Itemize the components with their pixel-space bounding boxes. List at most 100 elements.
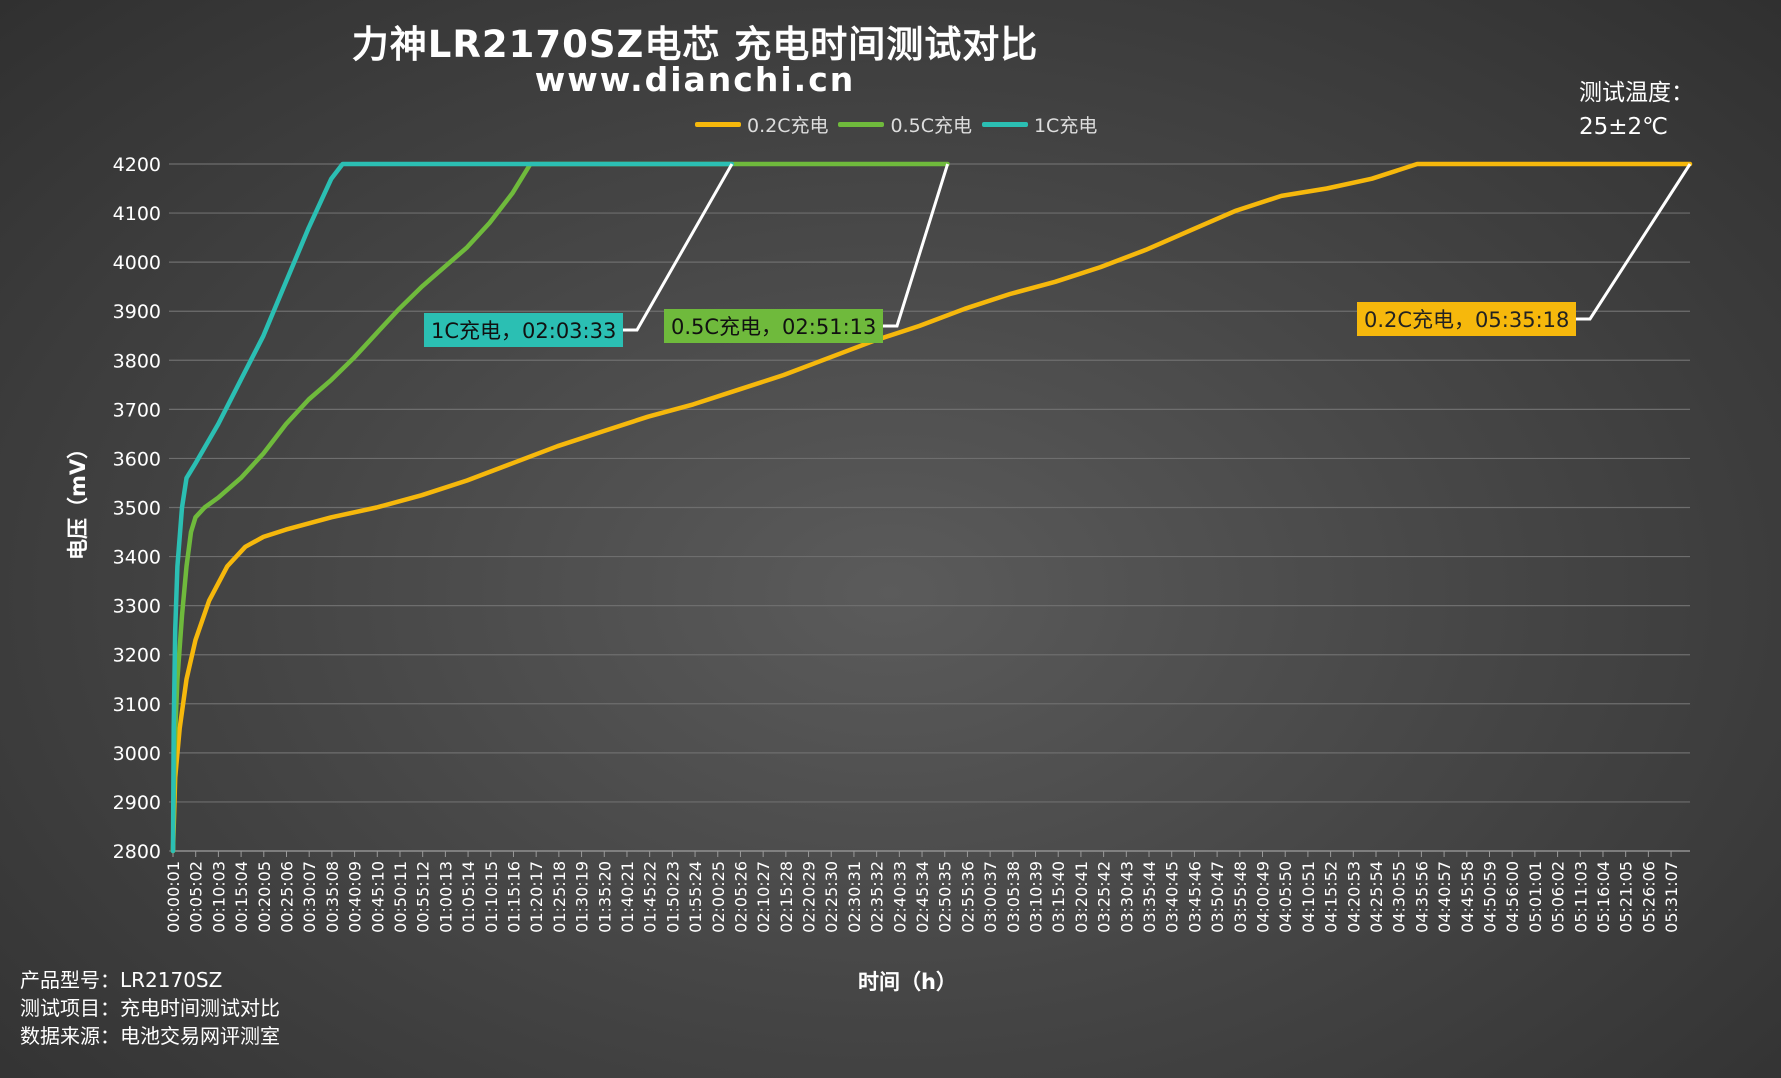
x-tick-label: 04:35:56 xyxy=(1412,861,1431,933)
x-tick-label: 01:40:21 xyxy=(618,861,637,933)
x-tick-label: 01:45:22 xyxy=(641,861,660,933)
x-tick-label: 02:50:35 xyxy=(936,861,955,933)
x-tick-label: 04:40:57 xyxy=(1435,861,1454,933)
y-axis-label: 电压（mV） xyxy=(66,437,90,560)
series-line-1 xyxy=(170,161,950,854)
y-tick-label: 3600 xyxy=(113,448,161,470)
legend: 0.2C充电 0.5C充电 1C充电 xyxy=(695,111,1101,138)
x-tick-label: 01:15:16 xyxy=(504,861,523,933)
x-tick-label: 00:10:03 xyxy=(209,861,228,933)
legend-label-0.2c: 0.2C充电 xyxy=(747,115,829,137)
x-tick-label: 01:35:20 xyxy=(595,861,614,933)
x-tick-label: 01:50:23 xyxy=(663,861,682,933)
x-tick-label: 02:10:27 xyxy=(754,861,773,933)
temperature-value: 25±2℃ xyxy=(1579,114,1669,140)
x-tick-label: 02:00:25 xyxy=(709,861,728,933)
y-tick-label: 3200 xyxy=(113,645,161,667)
series-line-2 xyxy=(170,161,735,854)
x-tick-label: 03:20:41 xyxy=(1072,861,1091,933)
x-tick-label: 01:20:17 xyxy=(527,861,546,933)
y-tick-label: 4000 xyxy=(113,252,161,274)
y-tick-label: 2900 xyxy=(113,792,161,814)
x-tick-label: 02:45:34 xyxy=(913,861,932,933)
x-tick-label: 03:45:46 xyxy=(1185,861,1204,933)
x-tick-label: 01:55:24 xyxy=(686,861,705,933)
x-tick-label: 03:05:38 xyxy=(1004,861,1023,933)
legend-item-0.2c: 0.2C充电 xyxy=(695,111,828,138)
x-tick-label: 00:20:05 xyxy=(255,861,274,933)
x-tick-label: 00:15:04 xyxy=(232,861,251,933)
x-tick-label: 03:10:39 xyxy=(1027,861,1046,933)
x-tick-label: 05:21:05 xyxy=(1617,861,1636,933)
x-tick-label: 02:20:29 xyxy=(800,861,819,933)
x-tick-label: 03:30:43 xyxy=(1117,861,1136,933)
x-tick-label: 01:10:15 xyxy=(482,861,501,933)
y-tick-label: 3300 xyxy=(113,596,161,618)
x-tick-label: 01:05:14 xyxy=(459,861,478,933)
x-tick-label: 05:31:07 xyxy=(1662,861,1681,933)
x-tick-label: 04:25:54 xyxy=(1367,861,1386,933)
legend-label-1c: 1C充电 xyxy=(1033,115,1098,137)
x-tick-label: 01:30:19 xyxy=(573,861,592,933)
x-tick-label: 01:00:13 xyxy=(436,861,455,933)
test-temperature: 测试温度： 25±2℃ xyxy=(1579,76,1694,144)
x-tick-label: 00:45:10 xyxy=(368,861,387,933)
x-tick-label: 00:35:08 xyxy=(323,861,342,933)
y-tick-label: 3100 xyxy=(113,694,161,716)
callout-1c: 1C充电，02:03:33 xyxy=(424,313,624,347)
x-tick-label: 01:25:18 xyxy=(550,861,569,933)
x-tick-label: 03:25:42 xyxy=(1095,861,1114,933)
x-tick-label: 00:00:01 xyxy=(164,861,183,933)
temperature-label: 测试温度： xyxy=(1579,80,1694,106)
x-tick-label: 04:30:55 xyxy=(1390,861,1409,933)
x-tick-label: 02:30:31 xyxy=(845,861,864,933)
x-tick-label: 04:00:49 xyxy=(1254,861,1273,933)
callout-0.5c: 0.5C充电，02:51:13 xyxy=(664,309,884,343)
x-tick-label: 03:35:44 xyxy=(1140,861,1159,933)
callout-leaders xyxy=(623,163,1692,332)
legend-label-0.5c: 0.5C充电 xyxy=(890,115,972,137)
x-tick-label: 05:16:04 xyxy=(1594,861,1613,933)
x-tick-label: 04:15:52 xyxy=(1322,861,1341,933)
x-tick-label: 05:01:01 xyxy=(1526,861,1545,933)
x-tick-label: 05:26:06 xyxy=(1639,861,1658,933)
x-tick-label: 04:56:00 xyxy=(1503,861,1522,933)
y-tick-label: 3700 xyxy=(113,399,161,421)
leader-line-0 xyxy=(1576,163,1692,321)
x-tick-label: 03:15:40 xyxy=(1049,861,1068,933)
legend-item-0.5c: 0.5C充电 xyxy=(838,111,972,138)
y-axis: 2800 2900 3000 3100 3200 3300 3400 3500 3600 3700… xyxy=(113,154,161,863)
legend-swatch-0.5c xyxy=(838,122,885,127)
x-tick-label: 00:55:12 xyxy=(414,861,433,933)
footer-item: 测试项目：充电时间测试对比 xyxy=(20,996,280,1020)
x-tick-label: 02:35:32 xyxy=(868,861,887,933)
x-tick-label: 03:55:48 xyxy=(1231,861,1250,933)
chart-title: 力神LR2170SZ电芯 充电时间测试对比 xyxy=(351,23,1039,66)
x-tick-label: 02:40:33 xyxy=(890,861,909,933)
x-tick-label: 03:40:45 xyxy=(1163,861,1182,933)
legend-swatch-1c xyxy=(981,122,1028,127)
footer-model: 产品型号：LR2170SZ xyxy=(20,968,223,992)
callout-0.2c: 0.2C充电，05:35:18 xyxy=(1357,302,1577,336)
x-tick-label: 00:05:02 xyxy=(187,861,206,933)
legend-item-1c: 1C充电 xyxy=(981,111,1098,138)
x-tick-label: 04:50:59 xyxy=(1480,861,1499,933)
y-tick-label: 3400 xyxy=(113,547,161,569)
leader-line-2 xyxy=(623,163,734,332)
footer-info: 产品型号：LR2170SZ 测试项目：充电时间测试对比 数据来源：电池交易网评测… xyxy=(20,966,280,1050)
x-tick-label: 05:11:03 xyxy=(1571,861,1590,933)
x-tick-label: 03:00:37 xyxy=(981,861,1000,933)
series-lines xyxy=(170,161,1693,854)
legend-swatch-0.2c xyxy=(695,122,741,127)
x-tick-label: 00:25:06 xyxy=(277,861,296,933)
y-tick-label: 3000 xyxy=(113,743,161,765)
x-axis: 00:00:01 00:05:02 00:10:03 00:15:04 00:20:05… xyxy=(164,850,1690,933)
x-tick-label: 04:10:51 xyxy=(1299,861,1318,933)
x-tick-label: 02:25:30 xyxy=(822,861,841,933)
x-tick-label: 04:20:53 xyxy=(1344,861,1363,933)
x-tick-label: 04:45:58 xyxy=(1458,861,1477,933)
x-tick-label: 00:50:11 xyxy=(391,861,410,933)
footer-source: 数据来源：电池交易网评测室 xyxy=(20,1024,280,1048)
grid-lines xyxy=(169,163,1690,852)
